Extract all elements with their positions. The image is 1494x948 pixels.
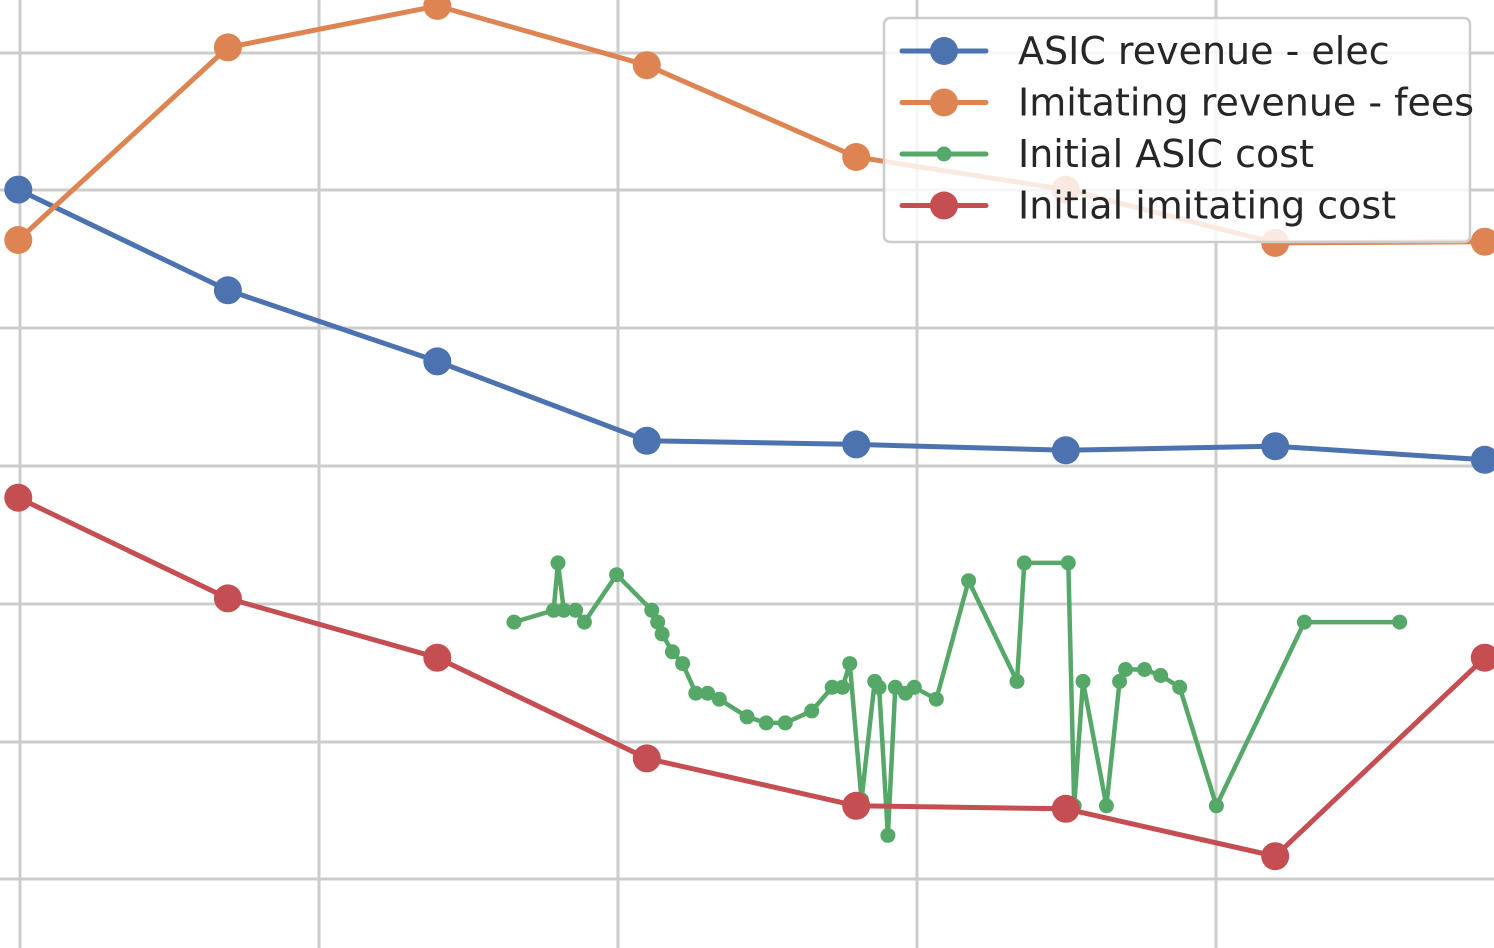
data-point-imitating-revenue-fees <box>842 143 871 171</box>
data-point-initial-asic-cost <box>1208 798 1224 814</box>
legend-entry: Initial imitating cost <box>899 184 1396 228</box>
data-point-initial-asic-cost <box>644 602 660 618</box>
data-point-imitating-revenue-fees <box>213 33 242 62</box>
data-point-initial-asic-cost <box>675 656 691 672</box>
data-point-initial-asic-cost <box>711 691 727 707</box>
data-point-initial-asic-cost <box>777 715 793 731</box>
data-point-initial-asic-cost <box>664 644 680 660</box>
data-point-initial-asic-cost <box>654 626 670 642</box>
legend-label: ASIC revenue - elec <box>1018 29 1390 73</box>
data-point-initial-asic-cost <box>1009 673 1025 689</box>
legend-entry: Imitating revenue - fees <box>899 81 1474 125</box>
data-point-initial-asic-cost <box>1118 662 1133 677</box>
data-point-initial-imitating-cost <box>1051 794 1080 823</box>
data-point-initial-asic-cost <box>650 614 666 630</box>
legend-marker <box>930 88 958 117</box>
data-point-initial-asic-cost <box>609 567 625 583</box>
data-point-initial-imitating-cost <box>1261 842 1290 871</box>
data-point-initial-asic-cost <box>506 614 522 630</box>
legend-entry: Initial ASIC cost <box>899 132 1314 176</box>
series-line-initial-imitating-cost <box>15 495 1488 859</box>
data-point-imitating-revenue-fees <box>632 51 661 80</box>
data-point-initial-asic-cost <box>1016 555 1032 571</box>
legend: ASIC revenue - elec Imitating revenue - f… <box>882 16 1474 244</box>
data-point-initial-imitating-cost <box>423 643 452 672</box>
data-point-initial-asic-cost <box>1112 673 1128 689</box>
data-point-initial-asic-cost <box>556 602 572 618</box>
data-point-asic-revenue-elec <box>842 430 871 459</box>
data-point-imitating-revenue-fees <box>1470 227 1494 256</box>
data-point-asic-revenue-elec <box>423 347 452 376</box>
data-point-initial-asic-cost <box>576 614 592 630</box>
legend-entry: ASIC revenue - elec <box>899 29 1390 73</box>
data-point-initial-asic-cost <box>1172 679 1188 695</box>
data-point-initial-asic-cost <box>906 679 922 695</box>
series-initial-asic-cost <box>506 555 1408 843</box>
data-point-initial-asic-cost <box>1075 673 1091 689</box>
data-point-asic-revenue-elec <box>1051 436 1080 465</box>
data-point-initial-imitating-cost <box>1470 643 1494 672</box>
data-point-imitating-revenue-fees <box>423 0 452 20</box>
data-point-initial-asic-cost <box>568 602 584 618</box>
data-point-initial-asic-cost <box>1296 614 1312 630</box>
series-line-asic-revenue-elec <box>15 187 1488 463</box>
data-point-initial-imitating-cost <box>632 744 661 773</box>
data-point-asic-revenue-elec <box>1470 445 1494 474</box>
data-point-asic-revenue-elec <box>632 426 661 455</box>
data-point-initial-asic-cost <box>1392 614 1408 630</box>
data-point-initial-imitating-cost <box>4 483 33 512</box>
series-asic-revenue-elec <box>4 175 1494 474</box>
data-point-asic-revenue-elec <box>4 175 33 204</box>
data-point-initial-imitating-cost <box>213 584 242 613</box>
data-point-initial-asic-cost <box>928 691 944 707</box>
legend-marker <box>936 146 952 162</box>
data-point-initial-asic-cost <box>1060 555 1076 571</box>
data-point-asic-revenue-elec <box>1261 432 1290 461</box>
data-point-initial-asic-cost <box>824 679 840 695</box>
series-initial-imitating-cost <box>4 483 1494 871</box>
data-point-initial-asic-cost <box>835 679 850 695</box>
legend-marker <box>930 37 958 65</box>
data-point-initial-asic-cost <box>688 685 704 701</box>
data-point-initial-asic-cost <box>1098 798 1114 814</box>
data-point-initial-asic-cost <box>961 573 977 589</box>
data-point-initial-asic-cost <box>550 555 566 571</box>
data-point-initial-asic-cost <box>1153 668 1169 683</box>
legend-marker <box>930 191 958 220</box>
data-point-initial-asic-cost <box>842 656 858 672</box>
data-point-initial-asic-cost <box>871 679 887 695</box>
legend-box <box>882 16 1472 244</box>
data-point-imitating-revenue-fees <box>4 226 33 254</box>
data-point-initial-asic-cost <box>739 709 755 725</box>
data-point-initial-asic-cost <box>880 827 896 843</box>
data-point-asic-revenue-elec <box>213 276 242 305</box>
legend-label: Initial imitating cost <box>1018 184 1396 228</box>
legend-label: Initial ASIC cost <box>1018 132 1314 176</box>
data-point-initial-asic-cost <box>700 685 716 701</box>
legend-label: Imitating revenue - fees <box>1018 81 1474 125</box>
data-point-initial-imitating-cost <box>842 791 871 820</box>
data-point-initial-asic-cost <box>758 715 774 731</box>
data-point-initial-asic-cost <box>804 703 820 719</box>
data-point-initial-asic-cost <box>1137 662 1152 677</box>
